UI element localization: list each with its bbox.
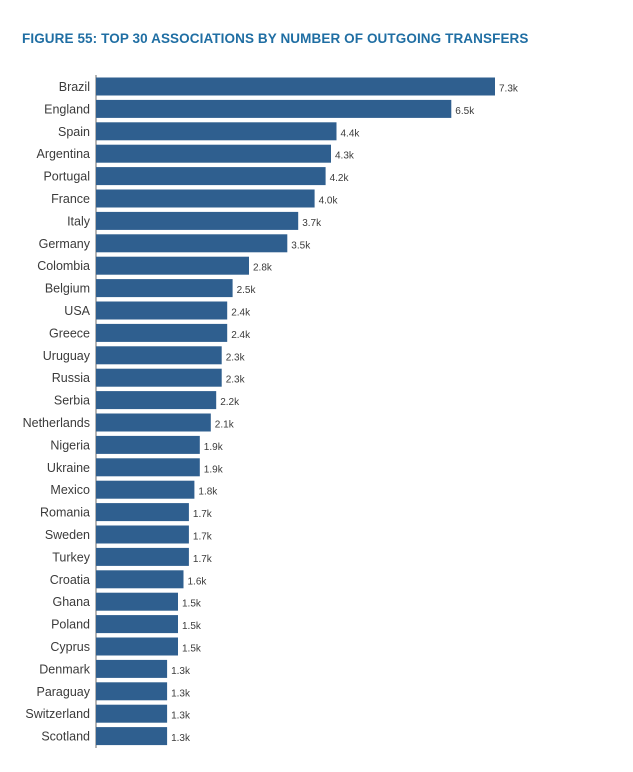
bar-england [96,99,452,118]
value-label: 2.2k [220,397,240,408]
value-label: 1.7k [193,554,213,565]
bar-mexico [96,480,195,499]
category-label: Belgium [45,282,90,296]
value-label: 3.5k [291,240,311,251]
value-label: 6.5k [455,106,475,117]
value-label: 2.4k [231,308,251,319]
bar-france [96,189,315,208]
category-label: Romania [40,506,90,520]
category-label: Cyprus [50,640,90,654]
bar-switzerland [96,704,168,723]
value-label: 4.3k [335,151,355,162]
bar-uruguay [96,346,222,365]
figure-title: FIGURE 55: TOP 30 ASSOCIATIONS BY NUMBER… [22,31,529,46]
bar-scotland [96,727,168,746]
value-label: 4.0k [319,196,339,207]
value-label: 2.3k [226,352,246,363]
category-label: Italy [67,214,91,228]
bar-nigeria [96,435,200,454]
bar-croatia [96,570,184,589]
category-label: Germany [39,237,91,251]
value-label: 1.6k [188,576,208,587]
category-label: England [44,102,90,116]
bar-colombia [96,256,249,275]
bar-spain [96,122,337,141]
category-label: Turkey [52,550,90,564]
category-label: Mexico [50,483,90,497]
value-label: 1.5k [182,599,202,610]
value-label: 1.3k [171,688,191,699]
category-label: Russia [52,371,90,385]
bar-greece [96,323,228,342]
value-label: 4.4k [341,128,361,139]
value-label: 3.7k [302,218,322,229]
value-label: 1.7k [193,532,213,543]
value-label: 1.3k [171,733,191,744]
value-label: 1.9k [204,464,224,475]
labels-layer: Brazil 7.3k England 6.5k Spain 4.4k Argentina 4… [23,80,519,744]
bar-denmark [96,659,168,678]
bar-italy [96,211,299,230]
bar-poland [96,615,178,634]
bar-sweden [96,525,189,544]
value-label: 1.5k [182,621,202,632]
value-label: 2.3k [226,375,246,386]
bar-argentina [96,144,331,163]
bar-netherlands [96,413,211,432]
bar-turkey [96,547,189,566]
bar-ghana [96,592,178,611]
category-label: Spain [58,125,90,139]
value-label: 1.8k [198,487,218,498]
bar-brazil [96,77,495,96]
bar-usa [96,301,228,320]
value-label: 1.7k [193,509,213,520]
bar-cyprus [96,637,178,656]
category-label: Argentina [36,147,90,161]
value-label: 2.5k [237,285,257,296]
category-label: Denmark [39,662,90,676]
value-label: 1.3k [171,711,191,722]
category-label: Poland [51,618,90,632]
category-label: France [51,192,90,206]
category-label: Greece [49,326,90,340]
category-label: Serbia [54,394,90,408]
bar-romania [96,503,189,522]
bar-portugal [96,167,326,186]
category-label: Croatia [50,573,90,587]
value-label: 7.3k [499,84,519,95]
value-label: 1.3k [171,666,191,677]
bar-russia [96,368,222,387]
bar-serbia [96,391,217,410]
category-label: Scotland [41,730,90,744]
value-label: 1.5k [182,644,202,655]
bars-layer [96,77,495,746]
value-label: 1.9k [204,442,224,453]
category-label: Uruguay [43,349,91,363]
category-label: Brazil [59,80,90,94]
bar-germany [96,234,288,253]
value-label: 2.8k [253,263,273,274]
category-label: Colombia [37,259,90,273]
bar-paraguay [96,682,168,701]
category-label: Ghana [52,595,90,609]
category-label: Portugal [43,170,90,184]
category-label: Sweden [45,528,90,542]
bar-ukraine [96,458,200,477]
value-label: 4.2k [330,173,350,184]
category-label: Netherlands [23,416,90,430]
category-label: Switzerland [25,707,90,721]
bar-belgium [96,279,233,298]
value-label: 2.1k [215,420,235,431]
value-label: 2.4k [231,330,251,341]
category-label: Paraguay [36,685,90,699]
category-label: Nigeria [50,438,90,452]
category-label: Ukraine [47,461,90,475]
category-label: USA [64,304,90,318]
